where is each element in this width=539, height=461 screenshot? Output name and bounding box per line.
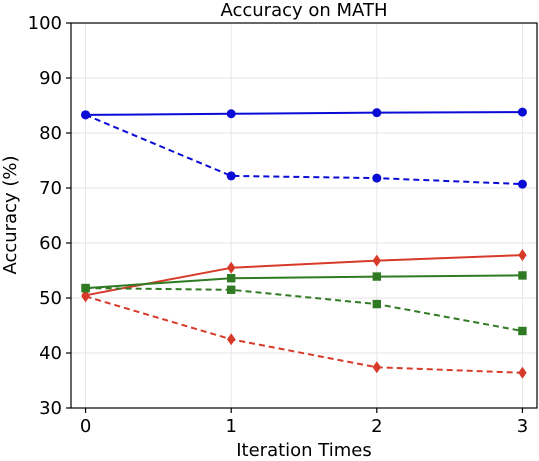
- series-line: [85, 287, 523, 332]
- x-tick-label: 2: [371, 416, 382, 437]
- data-point: [81, 283, 90, 293]
- data-point: [517, 107, 527, 117]
- grid: [71, 22, 537, 409]
- x-axis-label: Iteration Times: [236, 440, 372, 461]
- data-point: [372, 254, 382, 267]
- x-tick-label: 3: [517, 416, 528, 437]
- y-tick-label: 40: [39, 343, 62, 364]
- data-point: [372, 173, 382, 183]
- data-point: [372, 272, 382, 281]
- series-5: [81, 283, 527, 336]
- series-line: [85, 274, 523, 290]
- data-point: [226, 285, 236, 294]
- y-tick-label: 50: [39, 288, 62, 309]
- x-tick-label: 1: [225, 416, 236, 437]
- data-point: [226, 171, 236, 181]
- series-line: [85, 113, 523, 186]
- data-point: [226, 333, 236, 346]
- y-tick-label: 80: [39, 123, 62, 144]
- series-line: [85, 295, 523, 374]
- data-point: [226, 109, 236, 119]
- data-point: [372, 299, 382, 309]
- series-0: [81, 107, 527, 120]
- series-line: [85, 254, 523, 297]
- x-tick-label: 0: [80, 416, 91, 437]
- series-3: [81, 290, 527, 379]
- y-tick-label: 100: [28, 13, 62, 34]
- data-point: [226, 261, 236, 274]
- data-point: [226, 274, 236, 283]
- axis-ticks: 30 40 50 60 70 80 90 100 0 1 2 3: [28, 13, 529, 437]
- y-tick-label: 90: [39, 68, 62, 89]
- y-axis-label: Accuracy (%): [0, 155, 21, 274]
- chart-title: Accuracy on MATH: [220, 0, 387, 21]
- data-point: [518, 326, 527, 336]
- data-point: [518, 366, 527, 379]
- data-point: [81, 110, 91, 120]
- plot-frame: [70, 22, 538, 409]
- data-point: [81, 290, 90, 303]
- series-group: [81, 107, 527, 379]
- y-tick-label: 30: [39, 398, 62, 419]
- y-tick-label: 70: [39, 178, 62, 199]
- data-point: [518, 271, 527, 280]
- series-line: [85, 111, 523, 116]
- data-point: [372, 108, 382, 118]
- data-point: [517, 179, 527, 189]
- data-point: [372, 361, 382, 374]
- data-point: [518, 249, 527, 262]
- y-tick-label: 60: [39, 233, 62, 254]
- series-1: [81, 110, 527, 189]
